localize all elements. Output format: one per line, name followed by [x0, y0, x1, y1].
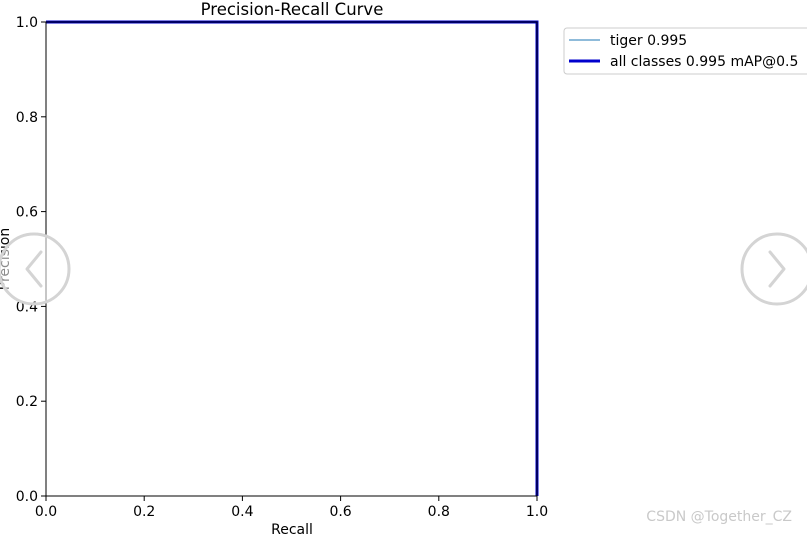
prev-button[interactable]: [0, 232, 71, 306]
x-tick-label: 0.0: [35, 504, 57, 520]
plot-area: [46, 20, 539, 496]
y-tick-label: 0.0: [16, 489, 38, 505]
x-axis-title: Recall: [271, 522, 313, 534]
legend-label-1: all classes 0.995 mAP@0.5: [610, 54, 798, 70]
next-button-ring: [740, 232, 807, 306]
chart-title: Precision-Recall Curve: [201, 0, 384, 19]
y-tick-label: 1.0: [16, 15, 38, 31]
series-line-0: [46, 21, 538, 496]
legend-label-0: tiger 0.995: [610, 33, 687, 49]
x-tick-label: 1.0: [526, 504, 548, 520]
x-tick-label: 0.8: [428, 504, 450, 520]
x-tick-label: 0.4: [231, 504, 253, 520]
chevron-left-icon: [25, 250, 43, 288]
watermark: CSDN @Together_CZ: [646, 509, 792, 525]
legend: tiger 0.995 all classes 0.995 mAP@0.5: [563, 27, 807, 75]
axes: 0.0 0.2 0.4 0.6 0.8 1.00.00.20.40.60.81.0: [16, 15, 548, 520]
prev-button-ring: [0, 232, 71, 306]
legend-box: [563, 27, 807, 75]
y-tick-label: 0.8: [16, 110, 38, 126]
next-button[interactable]: [740, 232, 807, 306]
plot-frame: [45, 21, 538, 497]
x-tick-label: 0.2: [133, 504, 155, 520]
y-tick-label: 0.2: [16, 394, 38, 410]
series-line-1: [46, 20, 539, 496]
chevron-right-icon: [768, 250, 786, 288]
x-tick-label: 0.6: [329, 504, 351, 520]
y-tick-label: 0.6: [16, 205, 38, 221]
